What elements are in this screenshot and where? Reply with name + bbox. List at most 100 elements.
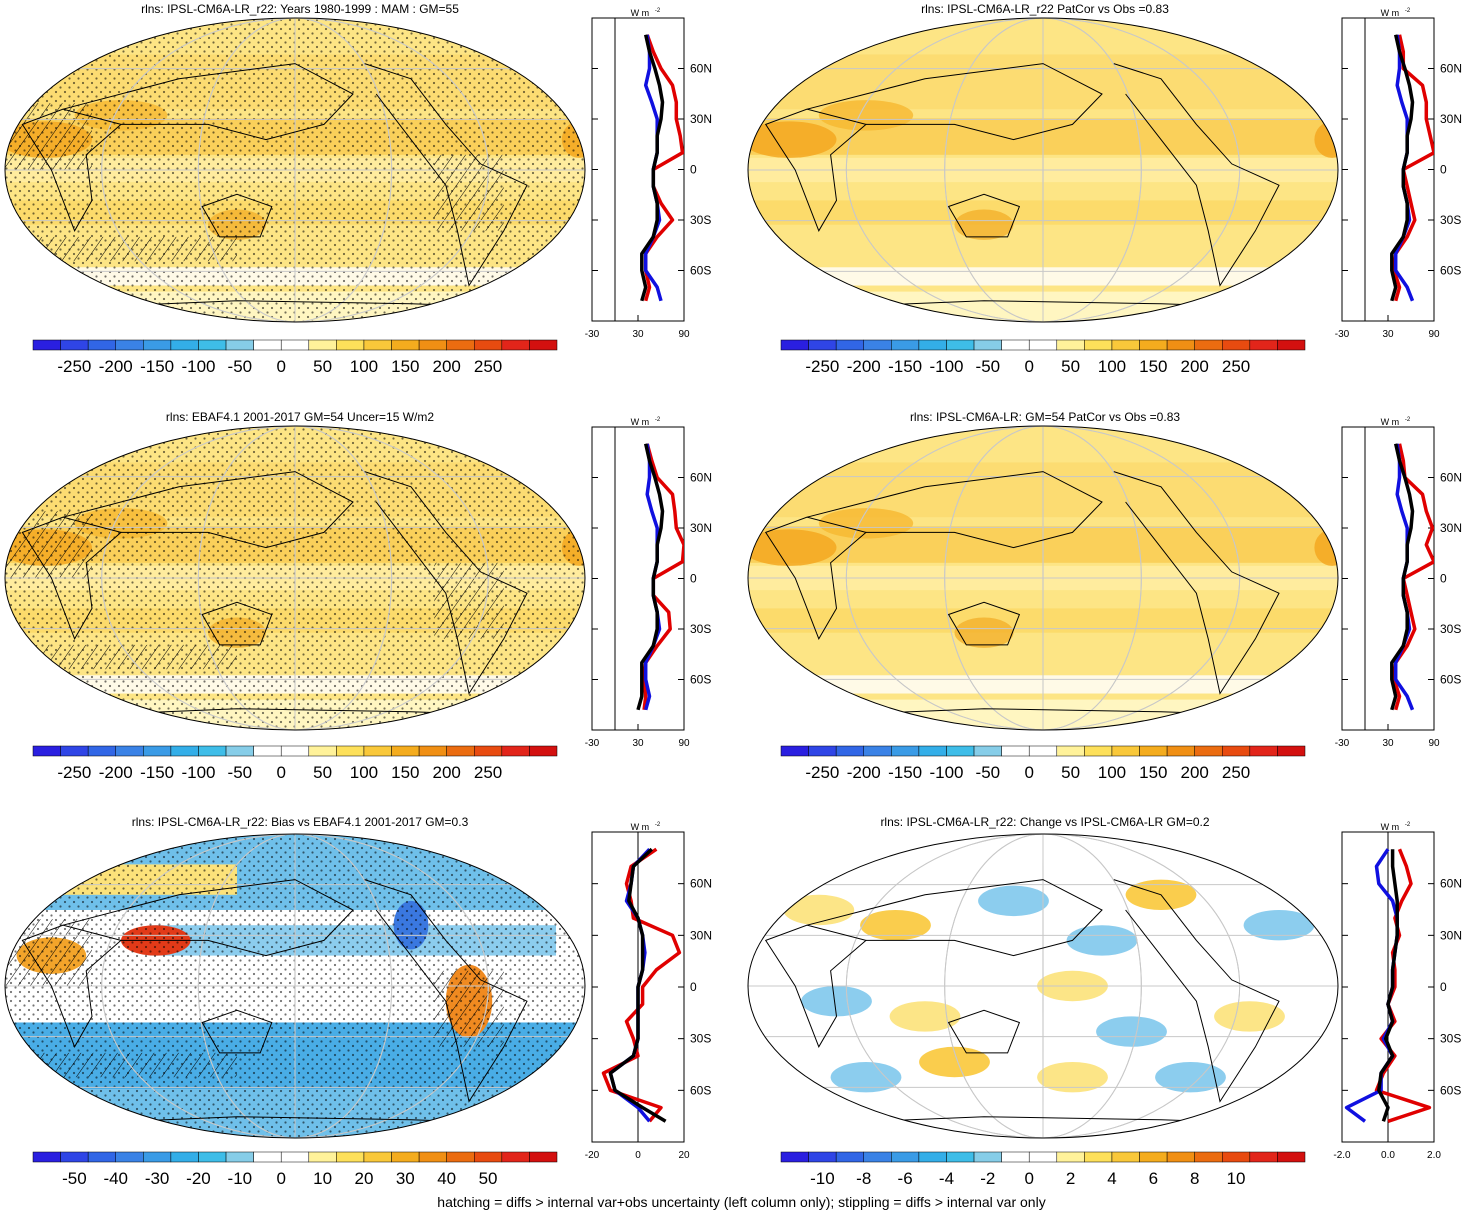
colorbar-tick-label: -200	[99, 763, 133, 782]
map-panel-1	[4, 17, 586, 323]
colorbar-tick-label: 250	[1222, 763, 1250, 782]
zonal-profile-5: 60N 30N 0 30S 60S -20 0 20 W m -2	[585, 822, 712, 1161]
colorbar-tick-label: 10	[313, 1169, 332, 1188]
colorbar-tick-label: 150	[391, 357, 419, 376]
colorbar-tick-label: 200	[1180, 357, 1208, 376]
colorbar-tick-label: 150	[1139, 357, 1167, 376]
colorbar-6: -10 -8 -6 -4 -2 0 2 4 6 8 10	[780, 1151, 1306, 1188]
colorbar-2: -250 -200 -150 -100 -50 0 50 100 150 200 250	[780, 339, 1306, 376]
colorbar-tick-label: 8	[1190, 1169, 1199, 1188]
colorbar-tick-label: 50	[313, 357, 332, 376]
colorbar-tick-label: 0	[1024, 357, 1033, 376]
colorbar-3: -250 -200 -150 -100 -50 0 50 100 150 200 250	[32, 745, 558, 782]
profile-x-tick-label: -2.0	[1333, 1150, 1351, 1161]
profile-x-tick-label: 0.0	[1381, 1150, 1395, 1161]
colorbar-tick-label: 0	[276, 1169, 285, 1188]
lat-tick-label: 30N	[1440, 521, 1462, 535]
colorbar-tick-label: -150	[888, 357, 922, 376]
colorbar-tick-label: 50	[313, 763, 332, 782]
lat-tick-label: 30S	[690, 1032, 711, 1046]
units-label: W m	[1381, 8, 1400, 18]
colorbar-tick-label: 100	[350, 763, 378, 782]
profile-x-tick-label: -30	[585, 738, 600, 749]
map-panel-5	[4, 833, 586, 1139]
colorbar-4: -250 -200 -150 -100 -50 0 50 100 150 200 250	[780, 745, 1306, 782]
profile-series-line-3	[636, 443, 665, 711]
zonal-profile-2: 60N 30N 0 30S 60S -30 30 90 W m -2	[1335, 8, 1462, 340]
lat-tick-label: 30N	[1440, 112, 1462, 126]
lat-tick-label: 60S	[690, 673, 711, 687]
footer-note: hatching = diffs > internal var+obs unce…	[437, 1194, 1046, 1210]
colorbar-tick-label: 0	[276, 357, 285, 376]
colorbar-tick-label: 200	[1180, 763, 1208, 782]
zonal-profile-4: 60N 30N 0 30S 60S -30 30 90 W m -2	[1335, 417, 1462, 749]
colorbar-tick-label: 20	[354, 1169, 373, 1188]
colorbar-tick-label: 100	[1098, 763, 1126, 782]
units-exponent: -2	[655, 417, 661, 423]
colorbar-tick-label: -8	[856, 1169, 871, 1188]
profile-series-line-1	[601, 847, 682, 1123]
profile-x-tick-label: -30	[1335, 329, 1350, 340]
profile-series-line-3	[640, 34, 665, 302]
lat-tick-label: 0	[690, 163, 697, 177]
colorbar-tick-label: -6	[898, 1169, 913, 1188]
colorbar-tick-label: -200	[847, 763, 881, 782]
colorbar-tick-label: -50	[976, 357, 1001, 376]
colorbar-tick-label: -200	[847, 357, 881, 376]
colorbar-tick-label: 40	[437, 1169, 456, 1188]
lat-tick-label: 30N	[690, 521, 712, 535]
lat-tick-label: 30S	[690, 213, 711, 227]
profile-x-tick-label: 20	[678, 1150, 690, 1161]
map-panel-6	[747, 833, 1339, 1139]
profile-x-tick-label: 90	[1428, 738, 1440, 749]
colorbar-tick-label: 50	[1061, 763, 1080, 782]
colorbar-tick-label: -250	[57, 763, 91, 782]
profile-x-tick-label: 90	[1428, 329, 1440, 340]
profile-x-tick-label: 0	[635, 1150, 641, 1161]
colorbar-tick-label: 200	[432, 357, 460, 376]
panel-5-title: rlns: IPSL-CM6A-LR_r22: Bias vs EBAF4.1 …	[131, 815, 469, 829]
colorbar-tick-label: 4	[1107, 1169, 1116, 1188]
map-panel-2	[747, 17, 1339, 323]
lat-tick-label: 60S	[1440, 1083, 1461, 1097]
profile-x-tick-label: 30	[632, 329, 644, 340]
zonal-profile-1: 60N 30N 0 30S 60S -30 30 90 W m -2	[585, 8, 712, 340]
panel-6-title: rlns: IPSL-CM6A-LR_r22: Change vs IPSL-C…	[880, 815, 1210, 829]
profile-series-line-3	[1377, 849, 1399, 1122]
colorbar-tick-label: -150	[140, 763, 174, 782]
lat-tick-label: 60S	[1440, 264, 1461, 278]
profile-x-tick-label: 2.0	[1427, 1150, 1441, 1161]
panel-4-title: rlns: IPSL-CM6A-LR: GM=54 PatCor vs Obs …	[909, 410, 1181, 424]
profile-x-tick-label: 30	[632, 738, 644, 749]
colorbar-tick-label: -150	[888, 763, 922, 782]
lat-tick-label: 30S	[1440, 1032, 1461, 1046]
lat-tick-label: 60N	[690, 62, 712, 76]
profile-x-tick-label: -30	[1335, 738, 1350, 749]
profile-series-line-3	[1390, 443, 1415, 711]
units-label: W m	[631, 8, 650, 18]
colorbar-tick-label: -250	[805, 357, 839, 376]
colorbar-tick-label: 100	[350, 357, 378, 376]
units-exponent: -2	[1405, 822, 1411, 828]
lat-tick-label: 60N	[1440, 471, 1462, 485]
zonal-profile-6: 60N 30N 0 30S 60S -2.0 0.0 2.0 W m -2	[1333, 822, 1462, 1161]
profile-x-tick-label: 90	[678, 738, 690, 749]
lat-tick-label: 0	[690, 980, 697, 994]
panel-1-title: rlns: IPSL-CM6A-LR_r22: Years 1980-1999 …	[141, 2, 459, 16]
colorbar-tick-label: -100	[929, 357, 963, 376]
lat-tick-label: 60N	[1440, 877, 1462, 891]
lat-tick-label: 60S	[690, 264, 711, 278]
colorbar-tick-label: -250	[805, 763, 839, 782]
panel-3-title: rlns: EBAF4.1 2001-2017 GM=54 Uncer=15 W…	[165, 410, 435, 424]
units-exponent: -2	[1405, 417, 1411, 423]
colorbar-5: -50 -40 -30 -20 -10 0 10 20 30 40 50	[32, 1151, 558, 1188]
units-label: W m	[631, 417, 650, 427]
units-exponent: -2	[1405, 8, 1411, 14]
colorbar-tick-label: -100	[181, 357, 215, 376]
colorbar-tick-label: 150	[1139, 763, 1167, 782]
profile-x-tick-label: 30	[1382, 329, 1394, 340]
colorbar-tick-label: 250	[1222, 357, 1250, 376]
colorbar-tick-label: 6	[1149, 1169, 1158, 1188]
profile-series-line-1	[643, 34, 684, 302]
